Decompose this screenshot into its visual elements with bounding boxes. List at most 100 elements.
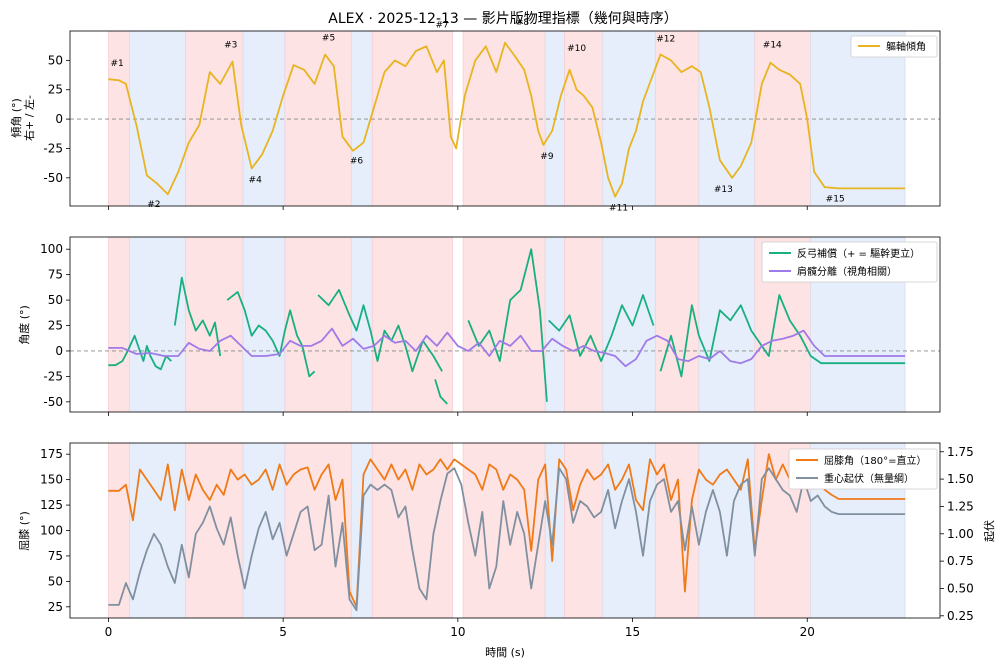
panel-1-lines xyxy=(70,41,940,198)
rep-annotation: #7 xyxy=(435,20,448,30)
rep-annotation: #10 xyxy=(567,44,586,54)
series-line-1 xyxy=(108,41,906,198)
series-line-1-segment-7 xyxy=(548,294,655,362)
y-tick-label: 0 xyxy=(55,344,63,358)
y-tick-label: 75 xyxy=(48,549,63,563)
phase-band-red xyxy=(564,30,604,207)
panel-2-legend: 反弓補償（+ = 驅幹更立） 肩髖分離（視角相關） xyxy=(761,241,938,283)
rep-annotation: #6 xyxy=(350,157,364,167)
y-tick-label: 0 xyxy=(55,112,63,126)
y-tick-label: 100 xyxy=(40,524,63,538)
y-tick-label-right: 0.50 xyxy=(947,581,974,595)
rep-annotation: #13 xyxy=(714,185,733,195)
rep-annotation: #9 xyxy=(540,152,554,162)
y-tick-label: 50 xyxy=(48,53,63,67)
panel-3-frame xyxy=(69,442,941,619)
phase-band-red xyxy=(371,236,453,413)
chart-title: ALEX · 2025-12-13 — 影片版物理指標（幾何與時序） xyxy=(328,11,677,27)
y-tick-label: 25 xyxy=(48,83,63,97)
phase-band-blue xyxy=(698,236,756,413)
y-tick-label-right: 1.75 xyxy=(947,445,974,459)
legend-label-knee: 屈膝角（180°=直立） xyxy=(824,454,926,467)
phase-band-blue xyxy=(602,442,656,619)
panel-1-phases xyxy=(108,30,906,207)
y-tick-label: 100 xyxy=(40,242,63,256)
y-tick-label-right: 0.25 xyxy=(947,609,974,623)
rep-annotation: #4 xyxy=(249,176,263,186)
phase-band-red xyxy=(654,442,700,619)
legend-label-com: 重心起伏（無量綱） xyxy=(824,472,914,485)
panel-2: -50 -25 0 25 50 75 100 角度 (°) 反弓補償（+ = 驅幹更立） 肩… xyxy=(17,236,941,416)
rep-annotation: #11 xyxy=(609,204,628,214)
phase-band-red xyxy=(564,236,604,413)
legend-label-body-tilt: 軀軸傾角 xyxy=(886,40,926,53)
x-axis-label: 時間 (s) xyxy=(485,646,525,659)
phase-band-blue xyxy=(544,236,565,413)
panel-3-lines xyxy=(108,453,906,612)
x-tick-label: 20 xyxy=(800,625,815,639)
phase-band-blue xyxy=(602,30,656,207)
panel-1-annotations: #1 #2 #3 #4 #5 #6 #7 #8 #9 #10 #11 #12 #13 #14 #15 xyxy=(111,18,845,214)
y-tick-label-right: 1.00 xyxy=(947,527,974,541)
x-tick-label: 10 xyxy=(450,625,465,639)
phase-band-red xyxy=(185,442,244,619)
phase-band-red xyxy=(654,236,700,413)
series-line-1 xyxy=(108,453,906,608)
phase-band-blue xyxy=(810,30,906,207)
phase-band-red xyxy=(371,30,453,207)
phase-band-red xyxy=(284,236,352,413)
panel-1-xticks xyxy=(108,206,808,210)
phase-band-red xyxy=(754,30,812,207)
panel-1-frame xyxy=(69,30,941,207)
phase-band-red xyxy=(462,30,546,207)
legend-box xyxy=(761,241,938,283)
phase-band-blue xyxy=(242,236,286,413)
legend-label-shoulder-hip: 肩髖分離（視角相關） xyxy=(797,265,897,278)
x-tick-label: 5 xyxy=(279,625,287,639)
phase-band-red xyxy=(654,30,700,207)
series-line-1-segment-2 xyxy=(173,276,222,357)
rep-annotation: #12 xyxy=(656,35,675,45)
rep-annotation: #3 xyxy=(224,40,237,50)
panel-1-yticks: -50 -25 0 25 50 xyxy=(43,53,70,185)
series-line-1-segment-3 xyxy=(226,291,316,378)
rep-annotation: #2 xyxy=(147,200,160,210)
phase-band-red xyxy=(185,30,244,207)
phase-band-blue xyxy=(129,30,186,207)
series-line-1-segment-8 xyxy=(659,294,906,378)
panel-3-yticks-right: 0.25 0.50 0.75 1.00 1.25 1.50 1.75 xyxy=(940,445,974,623)
rep-annotation: #15 xyxy=(826,194,845,204)
x-tick-label: 0 xyxy=(105,625,113,639)
series-line-1-segment-6 xyxy=(467,248,548,402)
panel-2-frame xyxy=(69,236,941,413)
rep-annotation: #1 xyxy=(111,59,124,69)
panel-1-legend: 軀軸傾角 xyxy=(850,35,938,58)
phase-band-blue xyxy=(129,236,186,413)
legend-label-arch: 反弓補償（+ = 驅幹更立） xyxy=(797,247,920,260)
phase-band-blue xyxy=(602,236,656,413)
phase-band-red xyxy=(564,442,604,619)
panel-2-lines xyxy=(70,248,940,405)
legend-box xyxy=(788,448,938,490)
y-tick-label-right: 0.75 xyxy=(947,554,974,568)
series-line-1-segment-5 xyxy=(434,379,448,405)
rep-annotation: #14 xyxy=(763,40,782,50)
y-tick-label: 175 xyxy=(40,447,63,461)
phase-band-blue xyxy=(242,30,286,207)
panel-3-xticks: 0 5 10 15 20 xyxy=(105,618,815,639)
y-tick-label: 50 xyxy=(48,574,63,588)
y-tick-label: 75 xyxy=(48,268,63,282)
y-tick-label-right: 1.50 xyxy=(947,472,974,486)
y-tick-label: 125 xyxy=(40,498,63,512)
phase-band-red xyxy=(462,236,546,413)
y-tick-label: -25 xyxy=(43,369,63,383)
panel-1-ylabel-2: 右+ / 左- xyxy=(22,95,36,141)
panel-3-ylabel: 屈膝 (°) xyxy=(18,511,31,551)
x-tick-label: 15 xyxy=(625,625,640,639)
phase-band-blue xyxy=(350,30,373,207)
y-tick-label-right: 1.25 xyxy=(947,499,974,513)
rep-annotation: #5 xyxy=(322,33,335,43)
